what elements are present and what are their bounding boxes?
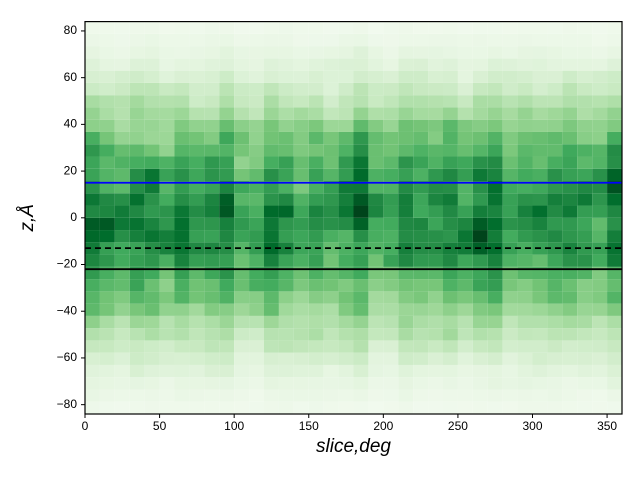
svg-text:40: 40 [64,117,78,131]
svg-text:z,Å: z,Å [17,204,38,232]
svg-text:0: 0 [82,419,89,433]
svg-text:300: 300 [522,419,542,433]
svg-text:0: 0 [70,210,77,224]
svg-text:200: 200 [373,419,393,433]
svg-text:250: 250 [448,419,468,433]
svg-text:350: 350 [597,419,617,433]
svg-text:−80: −80 [57,397,78,411]
svg-text:80: 80 [64,23,78,37]
svg-text:slice,deg: slice,deg [316,436,391,457]
svg-text:−40: −40 [57,303,78,317]
svg-text:−60: −60 [57,350,78,364]
svg-text:−20: −20 [57,257,78,271]
svg-text:50: 50 [153,419,167,433]
svg-text:20: 20 [64,163,78,177]
svg-text:100: 100 [224,419,244,433]
svg-text:150: 150 [299,419,319,433]
svg-text:60: 60 [64,70,78,84]
